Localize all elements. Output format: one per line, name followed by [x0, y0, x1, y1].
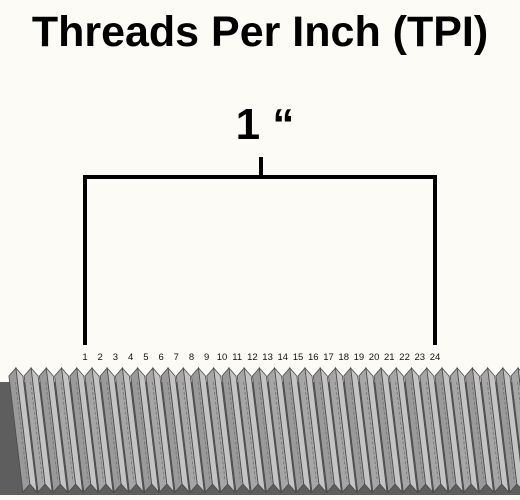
thread-flank [411, 366, 434, 494]
thread-root-line [106, 381, 120, 483]
thread-flank [228, 366, 251, 494]
threaded-rod [0, 366, 520, 495]
thread-flank [61, 366, 84, 494]
diagram-title: Threads Per Inch (TPI) [31, 8, 489, 56]
thread-number-8: 8 [189, 352, 194, 363]
thread-flank [15, 366, 38, 494]
thread-flank [243, 366, 266, 494]
thread-flank [91, 366, 114, 494]
thread-number-6: 6 [158, 352, 163, 363]
thread-root-line [410, 381, 424, 483]
thread-number-21: 21 [384, 352, 395, 363]
thread-flank [76, 366, 99, 494]
thread-number-2: 2 [98, 352, 103, 363]
thread-flank [289, 366, 312, 494]
thread-root-line [60, 381, 74, 483]
thread-flank [121, 366, 144, 494]
thread-root-line [136, 381, 150, 483]
thread-flank [30, 366, 53, 494]
thread-flank [319, 366, 342, 494]
thread-number-17: 17 [323, 352, 334, 363]
thread-root-line [197, 381, 211, 483]
thread-flank [304, 366, 327, 494]
thread-number-4: 4 [128, 352, 133, 363]
thread-root-line [456, 381, 470, 483]
thread-root-line [152, 381, 165, 483]
thread-number-3: 3 [113, 352, 118, 363]
thread-number-1: 1 [82, 352, 87, 363]
measurement-label: 1 “ [235, 100, 295, 149]
thread-root-line [91, 381, 104, 483]
thread-number-12: 12 [247, 352, 258, 363]
thread-root-line [395, 381, 409, 483]
thread-flank [487, 366, 510, 494]
thread-flank [395, 366, 418, 494]
thread-number-19: 19 [354, 352, 365, 363]
thread-flank [167, 366, 190, 494]
thread-flank [137, 366, 160, 494]
thread-root-line [273, 381, 287, 483]
thread-number-labels: 1 2 3 4 5 6 7 8 9 10 11 12 13 14 15 16 17 18 19 20 21 22 23 24 [82, 352, 440, 363]
thread-root-line [486, 381, 500, 483]
thread-root-line [304, 381, 317, 483]
thread-root-line [167, 381, 180, 483]
thread-flank [380, 366, 403, 494]
thread-number-10: 10 [217, 352, 228, 363]
thread-flank [213, 366, 236, 494]
thread-root-line [228, 381, 241, 483]
thread-flank [182, 366, 205, 494]
thread-root-line [425, 381, 439, 483]
thread-number-9: 9 [204, 352, 209, 363]
thread-number-22: 22 [399, 352, 410, 363]
thread-root-line [121, 381, 135, 483]
thread-flank [152, 366, 175, 494]
thread-root-line [243, 381, 257, 483]
thread-root-line [365, 381, 378, 483]
thread-root-line [288, 381, 302, 483]
thread-root-line [380, 381, 393, 483]
thread-root-line [258, 381, 272, 483]
thread-number-13: 13 [262, 352, 273, 363]
thread-number-24: 24 [430, 352, 441, 363]
thread-flank [426, 366, 449, 494]
thread-root-line [334, 381, 348, 483]
thread-root-line [75, 381, 89, 483]
thread-root-line [471, 381, 485, 483]
thread-flank [456, 366, 479, 494]
thread-root-line [441, 381, 454, 483]
thread-number-16: 16 [308, 352, 319, 363]
thread-number-23: 23 [415, 352, 426, 363]
thread-flank [471, 366, 494, 494]
thread-flank [258, 366, 281, 494]
thread-number-15: 15 [293, 352, 304, 363]
thread-flank [365, 366, 388, 494]
inch-bracket [83, 157, 437, 345]
thread-root-line [30, 381, 43, 483]
thread-root-line [182, 381, 196, 483]
thread-root-line [502, 381, 515, 483]
thread-crest [510, 367, 520, 454]
thread-number-7: 7 [174, 352, 179, 363]
thread-flank [502, 366, 520, 489]
thread-root-line [349, 381, 363, 483]
thread-number-14: 14 [278, 352, 289, 363]
thread-number-5: 5 [143, 352, 148, 363]
thread-flank [334, 366, 358, 494]
thread-root-line [45, 381, 59, 483]
thread-flank [106, 366, 129, 494]
thread-flank [274, 366, 297, 494]
thread-root-line [15, 381, 28, 483]
thread-flank [45, 366, 68, 494]
thread-flank [350, 366, 373, 494]
thread-number-11: 11 [232, 352, 242, 363]
thread-number-18: 18 [338, 352, 349, 363]
thread-flank [197, 366, 221, 494]
thread-root-line [212, 381, 226, 483]
thread-number-20: 20 [369, 352, 380, 363]
thread-root-line [319, 381, 333, 483]
thread-flank [441, 366, 464, 494]
